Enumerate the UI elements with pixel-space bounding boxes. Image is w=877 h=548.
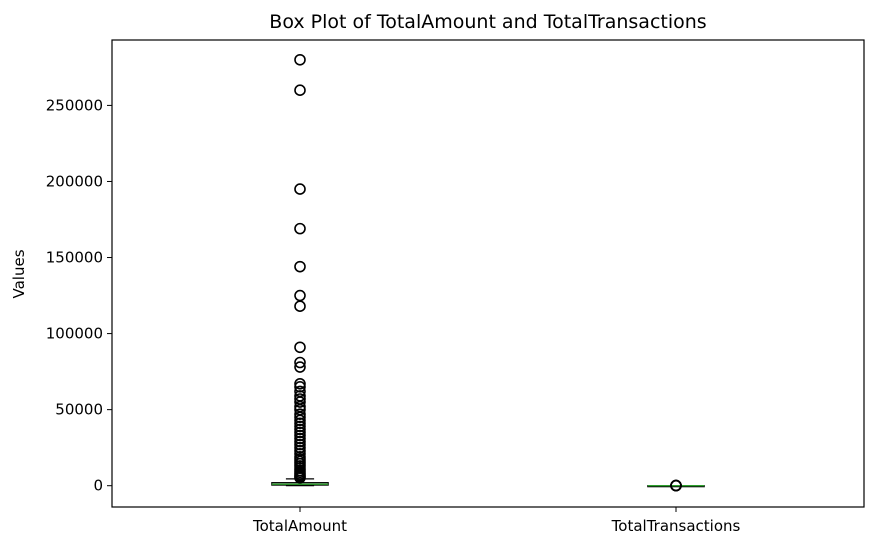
outlier-point [294,341,306,354]
y-tick-label: 250000 [46,96,103,114]
outlier-point [294,356,306,369]
outlier-point [294,432,306,445]
chart-title: Box Plot of TotalAmount and TotalTransac… [269,11,706,33]
plot-area-frame [111,39,865,508]
outlier-point [294,222,306,235]
y-tick-label: 100000 [46,325,103,343]
outlier-point [294,435,306,448]
outlier-point [294,423,306,436]
outlier-point [294,84,306,96]
outlier-point [294,441,306,454]
y-tick-label: 200000 [46,172,103,190]
outlier-point [294,429,306,442]
outlier-point [294,183,306,195]
x-tick-label: TotalTransactions [611,517,741,535]
outlier-point [294,417,306,430]
outlier-point [294,396,306,408]
outlier-point [294,426,306,439]
outlier-point [294,414,306,427]
outlier-point [670,479,682,492]
y-tick-label: 0 [93,477,103,495]
outlier-point [294,438,306,451]
x-tick-label: TotalAmount [252,517,347,535]
outlier-point [294,53,306,66]
box-series [271,53,705,492]
y-tick-label: 50000 [55,401,103,419]
outlier-point [294,420,306,433]
outlier-point [294,408,306,421]
outlier-point [294,411,306,424]
outlier-point [294,289,306,302]
y-axis: 0 50000 100000 150000 200000 250000 [46,96,112,495]
outlier-point [294,377,306,390]
y-axis-label: Values [10,249,28,298]
x-axis: TotalAmount TotalTransactions [252,507,741,535]
outlier-point [294,381,306,393]
outlier-point [294,300,306,313]
outlier-point [294,471,306,484]
outlier-point [294,361,306,373]
y-tick-label: 150000 [46,249,103,267]
outlier-point [294,260,306,273]
